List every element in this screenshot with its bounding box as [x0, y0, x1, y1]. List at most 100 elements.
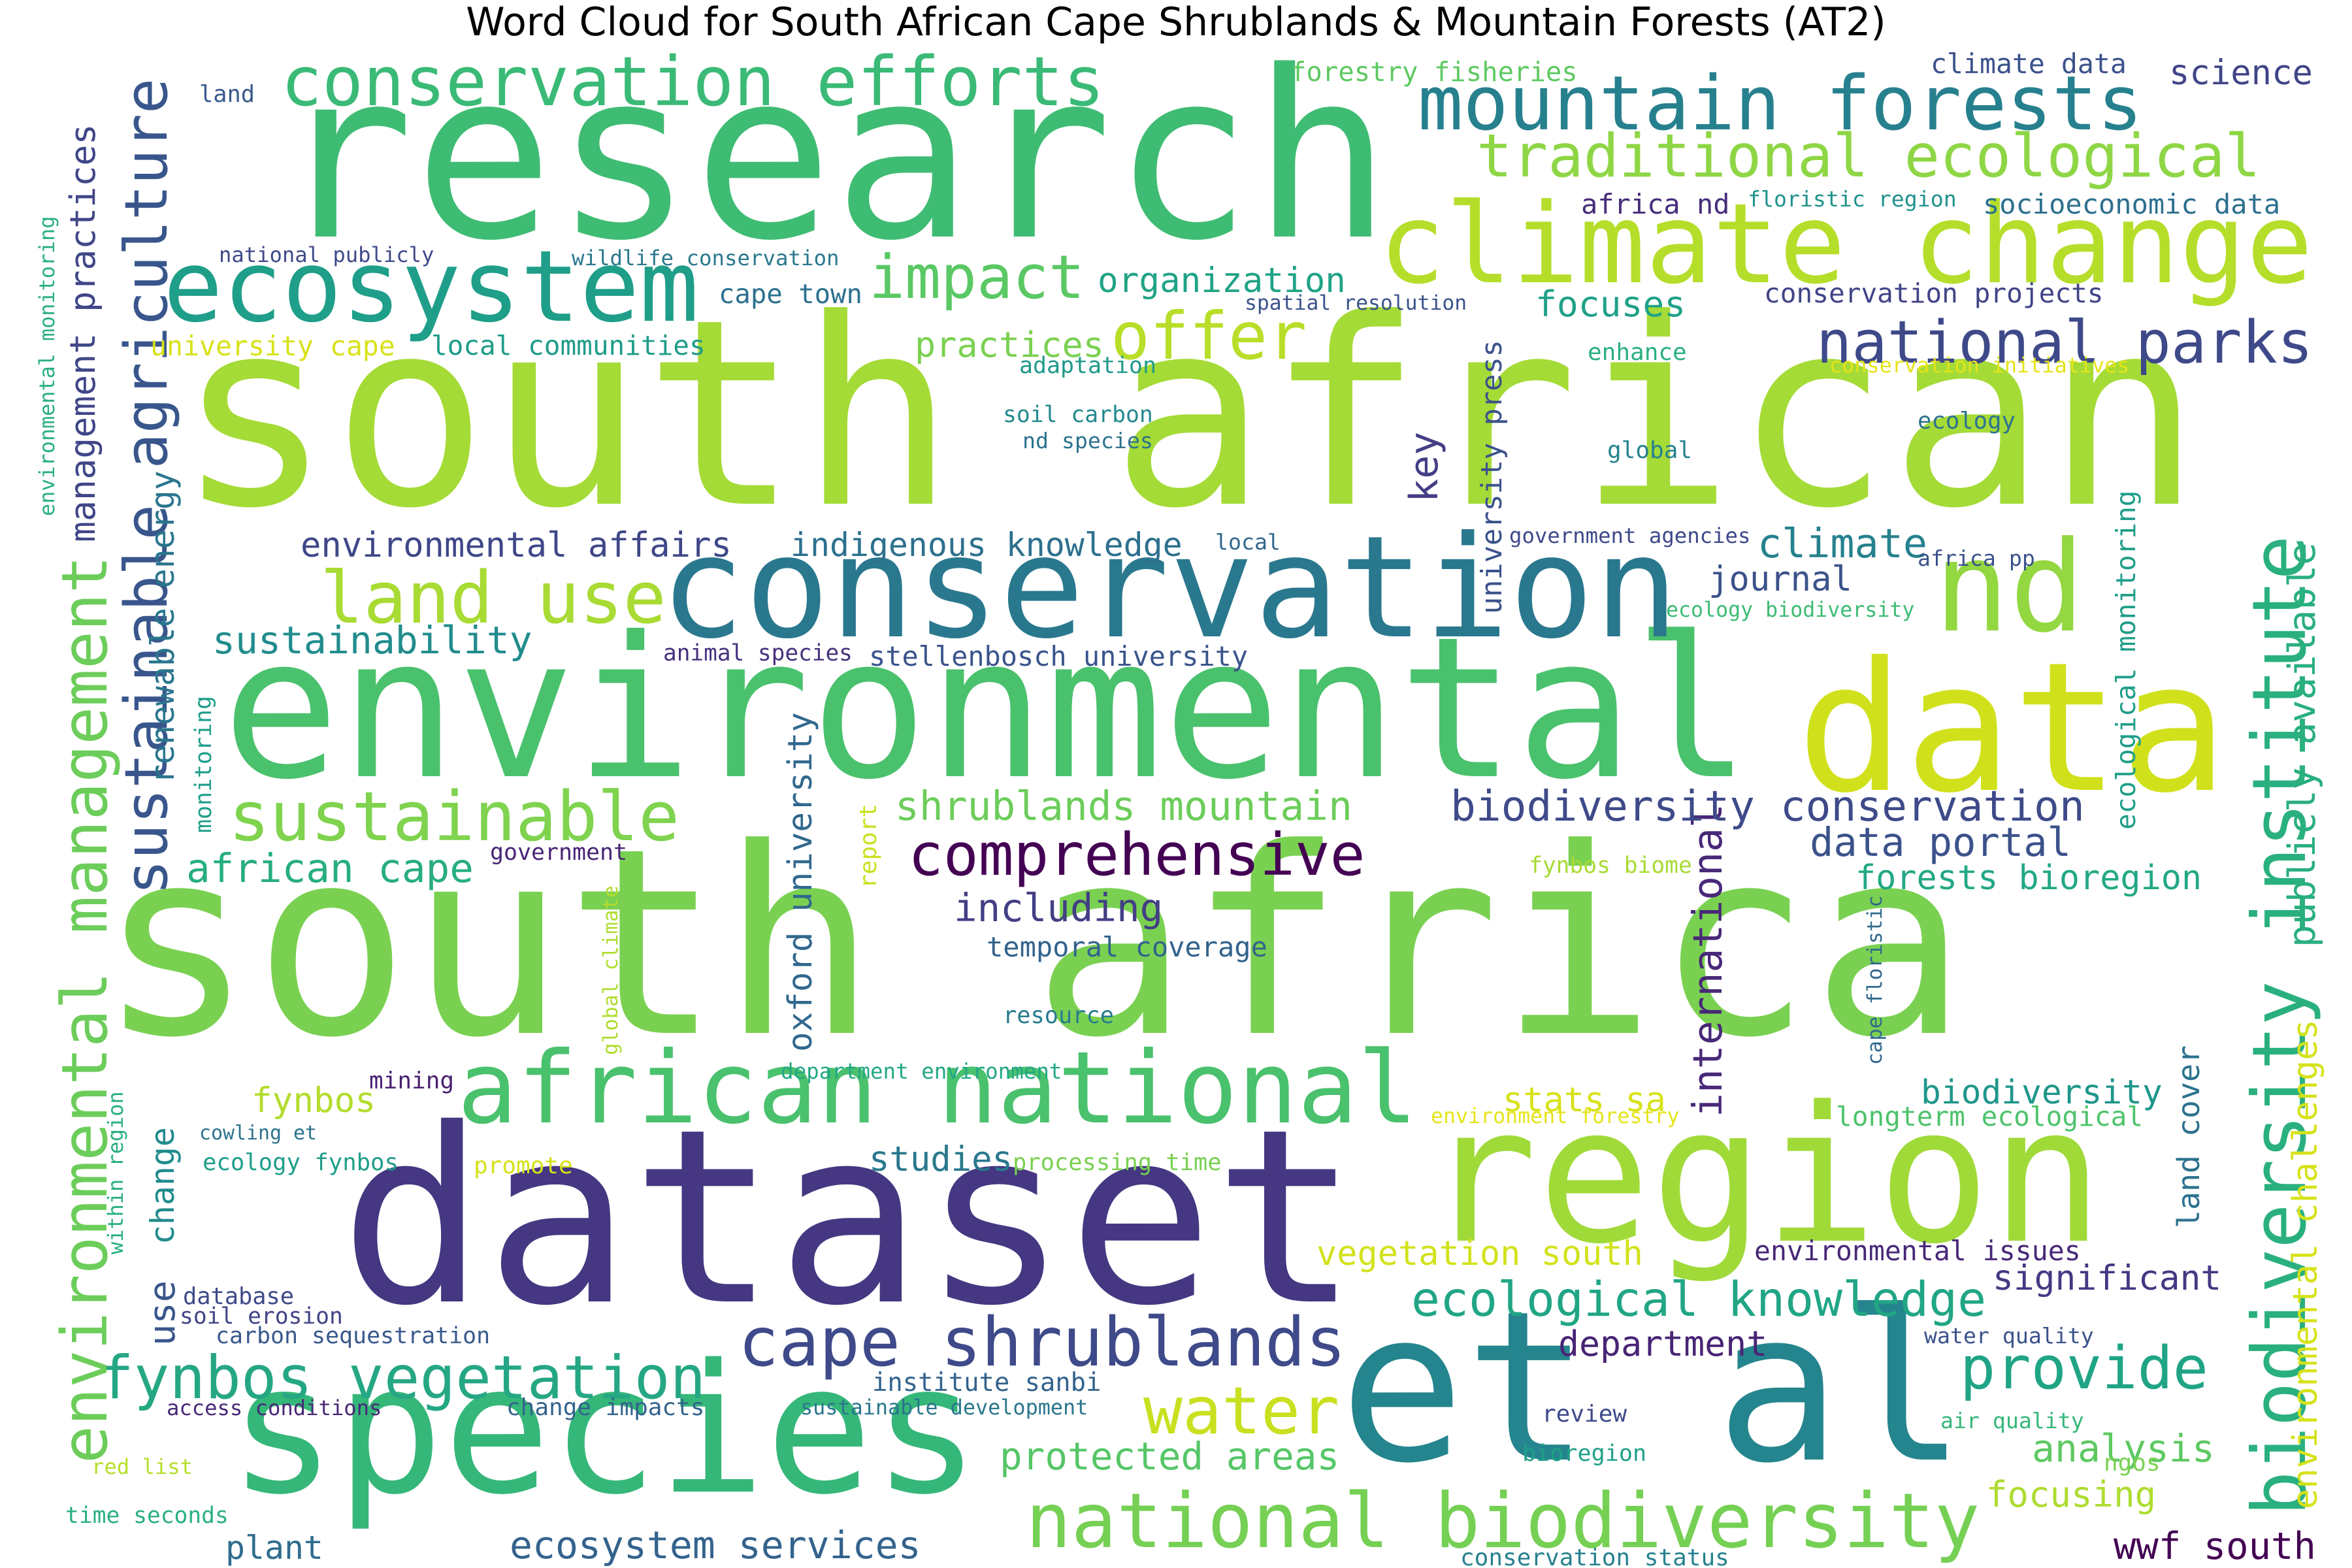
- word-cloud-term: environmental monitoring: [35, 216, 59, 516]
- word-cloud-term: key: [1401, 431, 1447, 503]
- word-cloud-term: shrublands mountain: [895, 783, 1352, 830]
- word-cloud-term: protected areas: [1000, 1435, 1340, 1479]
- word-cloud-term: international: [1685, 804, 1732, 1117]
- word-cloud-term: biodiversity: [1921, 1072, 2163, 1112]
- word-cloud-term: traditional ecological: [1477, 122, 2261, 191]
- word-cloud-term: department environment: [781, 1058, 1062, 1084]
- word-cloud-term: organization: [1098, 260, 1346, 301]
- word-cloud-term: environmental: [222, 595, 1752, 823]
- word-cloud-term: journal: [1708, 560, 1852, 600]
- word-cloud-term: practices: [915, 323, 1104, 365]
- word-cloud-term: publicly available: [2281, 542, 2325, 947]
- word-cloud-term: environmental management: [48, 555, 122, 1463]
- word-cloud-term: institute sanbi: [872, 1368, 1102, 1398]
- word-cloud-term: focuses: [1535, 282, 1686, 325]
- word-cloud-term: ecological knowledge: [1411, 1272, 1987, 1328]
- word-cloud-term: nd: [1934, 515, 2085, 661]
- word-cloud-term: offer: [1111, 298, 1307, 375]
- word-cloud-term: review: [1542, 1401, 1627, 1428]
- word-cloud-term: stats sa: [1503, 1081, 1666, 1120]
- word-cloud-term: data portal: [1810, 819, 2071, 866]
- word-cloud-term: ecosystem services: [510, 1522, 921, 1567]
- word-cloud-term: socioeconomic data: [1983, 188, 2281, 220]
- word-cloud-term: environmental issues: [1754, 1235, 2081, 1267]
- word-cloud-term: time seconds: [65, 1502, 229, 1529]
- page-title: Word Cloud for South African Cape Shrubl…: [466, 0, 1886, 45]
- word-cloud-term: animal species: [663, 640, 853, 666]
- word-cloud-term: conservation: [660, 506, 1679, 670]
- word-cloud-term: report: [855, 803, 882, 889]
- word-cloud-term: conservation status: [1460, 1544, 1729, 1568]
- word-cloud-term: local communities: [431, 330, 706, 362]
- word-cloud-term: national publicly: [219, 242, 434, 267]
- word-cloud-term: environment forestry: [1431, 1105, 1680, 1129]
- word-cloud-term: region: [1424, 1066, 2104, 1286]
- word-cloud-term: conservation projects: [1764, 278, 2104, 310]
- word-cloud-term: management practices: [62, 123, 103, 542]
- word-cloud-term: ngos: [2104, 1450, 2161, 1477]
- word-cloud-term: government agencies: [1509, 523, 1751, 548]
- word-cloud-term: monitoring: [191, 695, 218, 833]
- word-cloud-term: south african: [176, 264, 2202, 565]
- word-cloud-term: research: [274, 21, 1392, 292]
- word-cloud-term: fynbos: [252, 1080, 376, 1120]
- word-cloud-term: university press: [1476, 340, 1509, 614]
- word-cloud-term: climate: [1757, 519, 1927, 567]
- word-cloud-term: plant: [225, 1529, 323, 1567]
- word-cloud-term: african cape: [186, 845, 474, 892]
- word-cloud-term: africa nd: [1581, 188, 1730, 220]
- word-cloud-term: floristic region: [1748, 186, 1957, 212]
- word-cloud-term: temporal coverage: [987, 930, 1267, 963]
- word-cloud-term: significant: [1993, 1258, 2222, 1299]
- word-cloud-term: climate change: [1379, 180, 2313, 310]
- word-cloud-term: spatial resolution: [1245, 291, 1467, 316]
- word-cloud-term: biodiversity conservation: [1450, 781, 2085, 831]
- word-cloud-term: adaptation: [1019, 352, 1157, 379]
- word-cloud-term: south africa: [98, 793, 1967, 1094]
- word-cloud-term: nd species: [1022, 428, 1153, 454]
- word-cloud-term: data: [1797, 623, 2229, 832]
- word-cloud-term: national biodiversity: [1026, 1478, 1980, 1566]
- word-cloud-term: cape shrublands: [738, 1303, 1347, 1382]
- word-cloud-term: et al: [1339, 1266, 1967, 1509]
- word-cloud-term: fynbos vegetation: [98, 1343, 706, 1413]
- word-cloud-term: forestry fisheries: [1290, 56, 1578, 88]
- word-cloud-term: analysis: [2032, 1426, 2215, 1471]
- word-cloud-term: environmental challenges: [2286, 1019, 2326, 1509]
- word-cloud-term: studies: [869, 1139, 1013, 1179]
- word-cloud-term: soil erosion: [180, 1303, 343, 1330]
- word-cloud-term: land use: [320, 555, 666, 640]
- word-cloud-term: sustainable: [229, 776, 679, 857]
- word-cloud-term: including: [954, 885, 1164, 931]
- word-cloud-term: impact: [869, 242, 1085, 313]
- word-cloud-term: indigenous knowledge: [791, 526, 1183, 564]
- word-cloud-term: within region: [103, 1091, 128, 1254]
- word-cloud-term: ecosystem: [163, 229, 699, 345]
- word-cloud-term: sustainable development: [800, 1396, 1088, 1420]
- word-cloud-term: global: [1607, 437, 1693, 464]
- word-cloud-term: soil carbon: [1003, 401, 1153, 428]
- word-cloud-term: water: [1143, 1373, 1340, 1450]
- word-cloud-term: cape floristic: [1863, 895, 1887, 1065]
- word-cloud-term: sustainability: [212, 617, 532, 662]
- word-cloud-term: land cover: [2170, 1045, 2206, 1228]
- word-cloud-term: species: [229, 1326, 981, 1534]
- word-cloud-term: red list: [91, 1454, 193, 1479]
- word-cloud-term: university cape: [150, 330, 395, 363]
- word-cloud-term: ecology: [1918, 408, 2016, 435]
- word-cloud-term: national parks: [1816, 308, 2313, 377]
- word-cloud-term: comprehensive: [908, 821, 1365, 890]
- word-cloud-term: longterm ecological: [1836, 1101, 2144, 1133]
- word-cloud-term: change: [144, 1127, 182, 1245]
- word-cloud-term: vegetation south: [1316, 1234, 1643, 1274]
- word-cloud-term: air quality: [1940, 1408, 2084, 1434]
- word-cloud-term: stellenbosch university: [869, 640, 1249, 673]
- word-cloud-term: department: [1558, 1323, 1768, 1364]
- word-cloud-term: environmental affairs: [301, 525, 732, 565]
- word-cloud-term: conservation efforts: [281, 41, 1105, 122]
- word-cloud-term: local: [1215, 529, 1281, 555]
- word-cloud-term: water quality: [1924, 1323, 2094, 1349]
- word-cloud-term: africa pp: [1918, 546, 2035, 572]
- word-cloud-term: cape town: [719, 278, 862, 310]
